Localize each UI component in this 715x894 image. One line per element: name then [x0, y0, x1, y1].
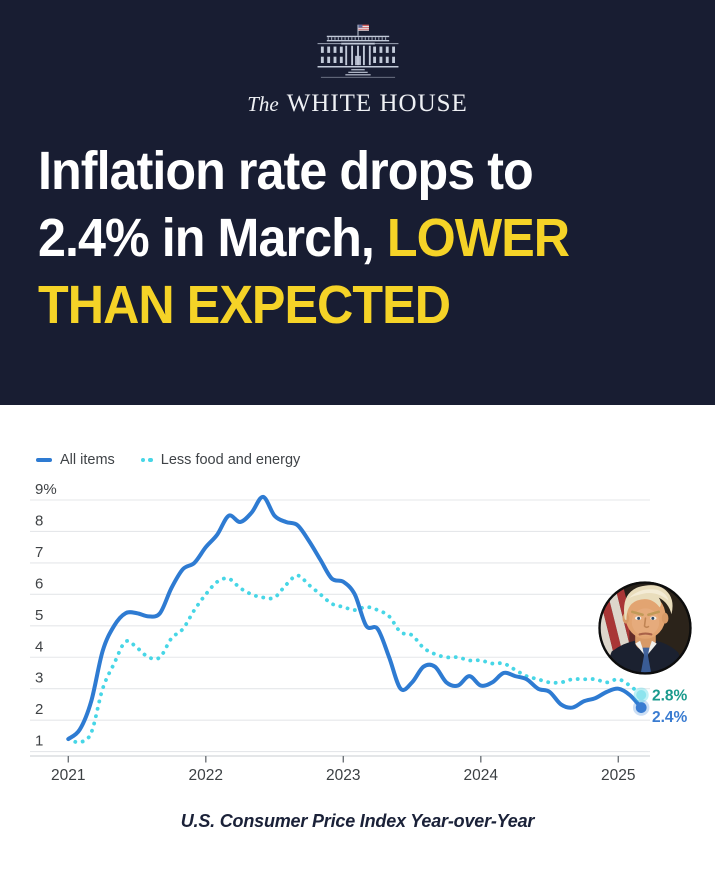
us-flag-icon: [357, 24, 369, 31]
cpi-line-chart: 9% 8 7 6 5 4 3 2 1 2021 2022 2023 2024 2025 2.4% 2.8%: [30, 481, 688, 784]
legend-item-core: Less food and energy: [140, 452, 301, 468]
header-banner: The WHITE HOUSE Inflation rate drops to 2…: [0, 0, 715, 405]
y-axis-label: 9%: [35, 481, 57, 498]
all-items-line-swatch: [36, 458, 52, 462]
trump-portrait: [596, 579, 694, 677]
x-axis-label: 2021: [51, 767, 85, 784]
core-cpi-line: [66, 573, 644, 745]
y-axis-label: 2: [35, 701, 43, 718]
x-axis-label: 2025: [601, 767, 635, 784]
brand-lockup: The WHITE HOUSE: [0, 90, 715, 118]
all-items-line: [66, 494, 644, 742]
core-end-value-label: 2.8%: [652, 687, 688, 704]
headline: Inflation rate drops to 2.4% in March, LO…: [38, 138, 652, 339]
legend-label-all-items: All items: [60, 452, 115, 468]
end-dot: [636, 689, 647, 700]
chart-title: U.S. Consumer Price Index Year-over-Year: [180, 811, 535, 831]
core-dotted-swatch: [140, 457, 153, 463]
x-axis-label: 2023: [326, 767, 360, 784]
y-axis-label: 3: [35, 670, 43, 687]
y-axis-label: 4: [35, 638, 43, 655]
y-axis-label: 6: [35, 575, 43, 592]
white-house-building-icon: [317, 24, 398, 78]
headline-line1: Inflation rate drops to: [38, 141, 534, 201]
brand-the: The: [247, 92, 279, 116]
chart-section: All items Less food and energy 9% 8 7 6 5 4 3 2…: [0, 405, 715, 894]
brand-name: WHITE HOUSE: [286, 90, 468, 117]
legend-item-all-items: All items: [36, 452, 115, 468]
headline-line2-yellow: LOWER: [386, 208, 570, 268]
y-axis-label: 1: [35, 733, 43, 750]
trump-portrait-image: [598, 581, 692, 675]
headline-line2-white: 2.4% in March,: [38, 208, 387, 268]
y-axis-label: 5: [35, 607, 43, 624]
y-axis-label: 7: [35, 544, 43, 561]
legend-label-core: Less food and energy: [160, 452, 301, 468]
headline-line3-yellow: THAN EXPECTED: [38, 275, 451, 335]
y-axis-label: 8: [35, 512, 43, 529]
white-house-logo: [0, 22, 715, 93]
end-dot: [635, 702, 647, 713]
x-axis-label: 2022: [189, 767, 223, 784]
x-axis-label: 2024: [464, 767, 499, 784]
all-items-end-value-label: 2.4%: [652, 709, 688, 726]
chart-legend: All items Less food and energy: [36, 452, 300, 468]
